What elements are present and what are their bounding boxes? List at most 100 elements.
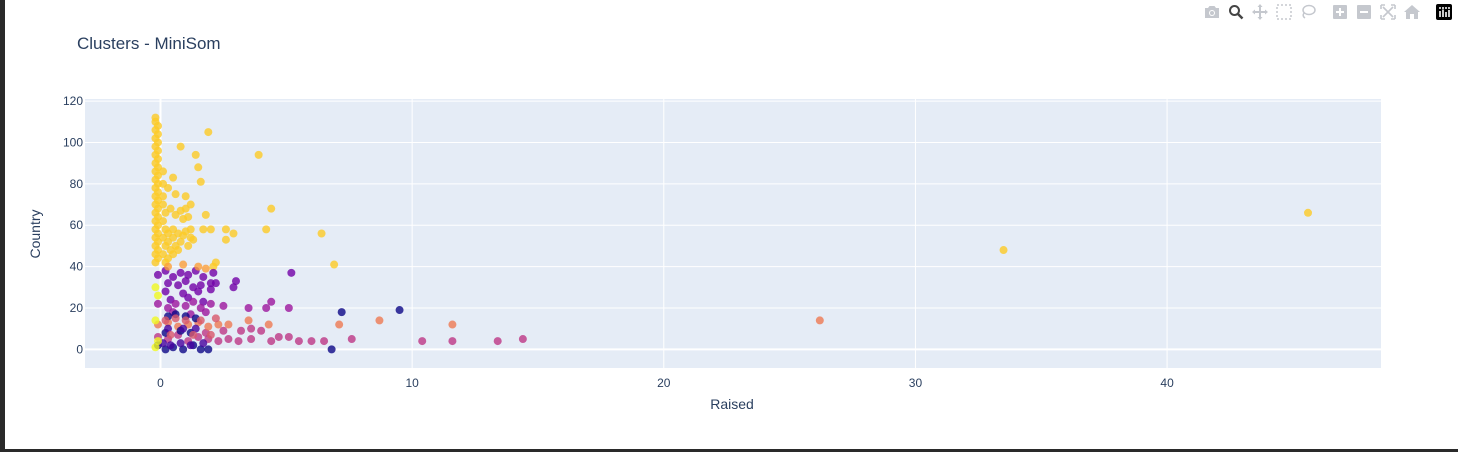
data-point[interactable]: [375, 316, 384, 325]
data-point[interactable]: [194, 262, 203, 271]
scatter-plot[interactable]: Clusters - MiniSom 0 10 20 30 40 0 20 40 60 80 10…: [5, 0, 1458, 449]
data-point[interactable]: [199, 272, 208, 281]
data-point[interactable]: [395, 306, 404, 315]
data-point[interactable]: [189, 330, 198, 339]
data-point[interactable]: [153, 291, 162, 300]
data-point[interactable]: [284, 332, 293, 341]
data-point[interactable]: [153, 337, 162, 346]
autoscale-icon[interactable]: [1376, 2, 1400, 22]
data-point[interactable]: [169, 173, 178, 182]
pan-icon[interactable]: [1248, 2, 1272, 22]
data-point[interactable]: [999, 246, 1008, 255]
plot-area[interactable]: [85, 99, 1381, 368]
data-point[interactable]: [204, 345, 213, 354]
data-point[interactable]: [327, 345, 336, 354]
data-point[interactable]: [267, 204, 276, 213]
data-point[interactable]: [164, 183, 173, 192]
data-point[interactable]: [209, 268, 218, 277]
data-point[interactable]: [337, 308, 346, 317]
data-point[interactable]: [224, 320, 233, 329]
data-point[interactable]: [176, 237, 185, 246]
data-point[interactable]: [320, 337, 329, 346]
data-point[interactable]: [174, 281, 183, 290]
data-point[interactable]: [264, 320, 273, 329]
data-point[interactable]: [176, 339, 185, 348]
data-point[interactable]: [159, 192, 168, 201]
data-point[interactable]: [171, 190, 180, 199]
data-point[interactable]: [151, 343, 160, 352]
data-point[interactable]: [294, 337, 303, 346]
data-point[interactable]: [262, 225, 271, 234]
data-point[interactable]: [254, 150, 263, 159]
data-point[interactable]: [224, 335, 233, 344]
reset-axes-icon[interactable]: [1400, 2, 1424, 22]
data-point[interactable]: [174, 246, 183, 255]
data-point[interactable]: [201, 308, 210, 317]
data-point[interactable]: [171, 299, 180, 308]
zoom-out-icon[interactable]: [1352, 2, 1376, 22]
data-point[interactable]: [335, 320, 344, 329]
data-point[interactable]: [244, 316, 253, 325]
data-point[interactable]: [151, 316, 160, 325]
data-point[interactable]: [287, 268, 296, 277]
data-point[interactable]: [229, 283, 238, 292]
data-point[interactable]: [317, 229, 326, 238]
data-point[interactable]: [161, 287, 170, 296]
data-point[interactable]: [153, 299, 162, 308]
data-point[interactable]: [166, 330, 175, 339]
data-point[interactable]: [347, 335, 356, 344]
data-point[interactable]: [191, 150, 200, 159]
data-point[interactable]: [189, 297, 198, 306]
data-point[interactable]: [189, 235, 198, 244]
data-point[interactable]: [231, 277, 240, 286]
data-point[interactable]: [176, 142, 185, 151]
data-point[interactable]: [184, 270, 193, 279]
data-point[interactable]: [211, 258, 220, 267]
data-point[interactable]: [257, 326, 266, 335]
data-point[interactable]: [184, 241, 193, 250]
data-point[interactable]: [181, 192, 190, 201]
data-point[interactable]: [153, 270, 162, 279]
data-point[interactable]: [262, 303, 271, 312]
data-point[interactable]: [166, 341, 175, 350]
data-point[interactable]: [201, 264, 210, 273]
data-point[interactable]: [181, 277, 190, 286]
data-point[interactable]: [194, 163, 203, 172]
data-point[interactable]: [164, 279, 173, 288]
data-point[interactable]: [191, 324, 200, 333]
data-point[interactable]: [179, 260, 188, 269]
data-point[interactable]: [201, 210, 210, 219]
zoom-icon[interactable]: [1224, 2, 1248, 22]
data-point[interactable]: [206, 285, 215, 294]
data-point[interactable]: [204, 128, 213, 137]
data-point[interactable]: [179, 345, 188, 354]
data-point[interactable]: [229, 229, 238, 238]
data-point[interactable]: [196, 281, 205, 290]
data-point[interactable]: [206, 330, 215, 339]
data-point[interactable]: [196, 177, 205, 186]
data-point[interactable]: [159, 167, 168, 176]
data-point[interactable]: [267, 337, 276, 346]
data-point[interactable]: [211, 314, 220, 323]
data-point[interactable]: [244, 303, 253, 312]
data-point[interactable]: [214, 320, 223, 329]
data-point[interactable]: [196, 345, 205, 354]
data-point[interactable]: [159, 200, 168, 209]
data-point[interactable]: [151, 258, 160, 267]
data-point[interactable]: [196, 316, 205, 325]
data-point[interactable]: [418, 337, 427, 346]
data-point[interactable]: [518, 335, 527, 344]
data-point[interactable]: [1304, 208, 1313, 217]
data-point[interactable]: [247, 324, 256, 333]
data-point[interactable]: [151, 283, 160, 292]
data-point[interactable]: [234, 337, 243, 346]
data-point[interactable]: [199, 297, 208, 306]
plotly-logo-icon[interactable]: [1432, 2, 1456, 22]
data-point[interactable]: [194, 287, 203, 296]
camera-icon[interactable]: [1200, 2, 1224, 22]
data-point[interactable]: [307, 337, 316, 346]
data-point[interactable]: [219, 326, 228, 335]
data-point[interactable]: [186, 225, 195, 234]
data-point[interactable]: [274, 332, 283, 341]
data-point[interactable]: [237, 326, 246, 335]
